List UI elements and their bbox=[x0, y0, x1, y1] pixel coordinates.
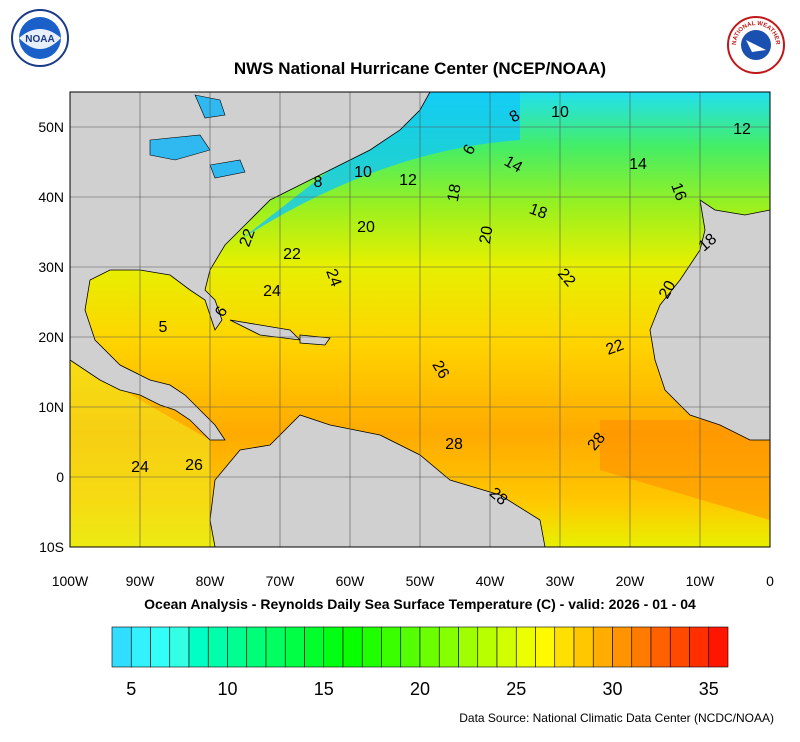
lat-label: 10S bbox=[39, 539, 64, 555]
colorbar-swatch bbox=[130, 626, 151, 668]
lat-label: 30N bbox=[38, 259, 64, 275]
colorbar-swatch bbox=[515, 626, 536, 668]
subtitle: Ocean Analysis - Reynolds Daily Sea Surf… bbox=[144, 596, 696, 612]
colorbar-swatch bbox=[246, 626, 267, 668]
colorbar-swatch bbox=[207, 626, 228, 668]
contour-label: 18 bbox=[445, 183, 465, 204]
colorbar-swatch bbox=[188, 626, 209, 668]
contour-label: 10 bbox=[354, 164, 372, 181]
colorbar-label: 25 bbox=[506, 679, 526, 699]
contour-label: 24 bbox=[263, 283, 281, 300]
contour-label: 8 bbox=[314, 174, 323, 191]
colorbar-swatch bbox=[650, 626, 671, 668]
lat-label: 50N bbox=[38, 119, 64, 135]
colorbar-label: 20 bbox=[410, 679, 430, 699]
map-frame bbox=[69, 91, 771, 548]
contour-label: 24 bbox=[131, 459, 149, 476]
lat-label: 20N bbox=[38, 329, 64, 345]
colorbar-swatch bbox=[438, 626, 459, 668]
noaa-logo: NOAA bbox=[11, 9, 69, 67]
lat-label: 10N bbox=[38, 399, 64, 415]
lon-label: 50W bbox=[406, 573, 436, 589]
colorbar-swatch bbox=[573, 626, 594, 668]
colorbar-label: 10 bbox=[217, 679, 237, 699]
contour-label: 18 bbox=[527, 201, 550, 223]
colorbar-swatch bbox=[265, 626, 286, 668]
colorbar-label: 35 bbox=[699, 679, 719, 699]
colorbar-swatch bbox=[323, 626, 344, 668]
colorbar-swatch bbox=[477, 626, 498, 668]
contour-label: 22 bbox=[604, 337, 627, 359]
colorbar-swatch bbox=[689, 626, 710, 668]
colorbar-swatch bbox=[111, 626, 132, 668]
contour-label: 28 bbox=[445, 436, 463, 453]
colorbar-swatch bbox=[458, 626, 479, 668]
nws-text: NATIONAL WEATHER SERVICE bbox=[0, 0, 780, 46]
colorbar-swatch bbox=[361, 626, 382, 668]
colorbar-swatch bbox=[227, 626, 248, 668]
contour-label: 26 bbox=[428, 358, 452, 382]
colorbar-swatch bbox=[381, 626, 402, 668]
contour-label: 10 bbox=[551, 104, 569, 121]
lon-label: 20W bbox=[616, 573, 646, 589]
colorbar-label: 5 bbox=[126, 679, 136, 699]
nws-text-path: NATIONAL WEATHER SERVICE bbox=[0, 0, 780, 46]
colorbar-swatch bbox=[669, 626, 690, 668]
lon-label: 30W bbox=[546, 573, 576, 589]
colorbar-swatch bbox=[708, 626, 729, 668]
title: NWS National Hurricane Center (NCEP/NOAA… bbox=[234, 59, 606, 78]
colorbar-label: 15 bbox=[314, 679, 334, 699]
contour-label: 14 bbox=[501, 153, 525, 177]
colorbar-swatch bbox=[631, 626, 652, 668]
colorbar-swatch bbox=[284, 626, 305, 668]
lon-label: 90W bbox=[126, 573, 156, 589]
colorbar-swatch bbox=[592, 626, 613, 668]
contour-label: 20 bbox=[656, 278, 680, 302]
contour-label: 20 bbox=[477, 225, 497, 246]
lon-label: 80W bbox=[196, 573, 226, 589]
colorbar-label: 30 bbox=[602, 679, 622, 699]
colorbar-swatch bbox=[554, 626, 575, 668]
source: Data Source: National Climatic Data Cent… bbox=[459, 711, 774, 725]
lon-label: 70W bbox=[266, 573, 296, 589]
lon-label: 0 bbox=[766, 573, 774, 589]
contour-label: 20 bbox=[357, 219, 375, 236]
contour-label: 26 bbox=[185, 457, 203, 474]
contour-label: 12 bbox=[733, 121, 751, 138]
colorbar-swatch bbox=[342, 626, 363, 668]
colorbar-swatch bbox=[400, 626, 421, 668]
lat-label: 40N bbox=[38, 189, 64, 205]
contour-label: 24 bbox=[322, 267, 344, 290]
lon-label: 100W bbox=[52, 573, 89, 589]
colorbar-swatch bbox=[150, 626, 171, 668]
contour-label: 16 bbox=[667, 181, 689, 204]
lon-label: 40W bbox=[476, 573, 506, 589]
lon-label: 10W bbox=[686, 573, 716, 589]
colorbar-swatch bbox=[304, 626, 325, 668]
noaa-text: NOAA bbox=[25, 34, 54, 45]
lon-label: 60W bbox=[336, 573, 366, 589]
contour-label: 12 bbox=[399, 172, 417, 189]
colorbar-swatch bbox=[612, 626, 633, 668]
colorbar: 5 10 15 20 25 30 35 bbox=[111, 626, 729, 699]
colorbar-swatch bbox=[535, 626, 556, 668]
colorbar-swatch bbox=[169, 626, 190, 668]
lat-label: 0 bbox=[56, 469, 64, 485]
colorbar-swatch bbox=[496, 626, 517, 668]
contour-label: 22 bbox=[283, 246, 301, 263]
contour-label: 5 bbox=[159, 319, 168, 336]
contour-label: 14 bbox=[629, 156, 647, 173]
contour-label: 22 bbox=[237, 227, 259, 250]
colorbar-swatch bbox=[419, 626, 440, 668]
